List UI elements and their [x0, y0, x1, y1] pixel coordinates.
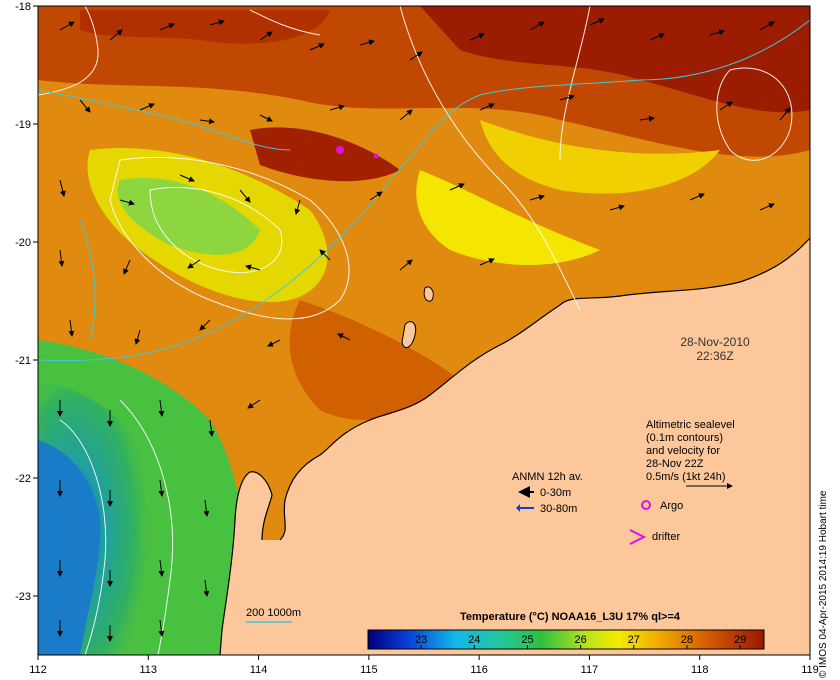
green-eddy	[117, 178, 260, 255]
colorbar-tick-label: 27	[628, 634, 640, 646]
altimetry-line: 28-Nov 22Z	[646, 458, 704, 470]
anmn-title: ANMN 12h av.	[512, 471, 583, 483]
x-axis: 112 113 114 115 116 117 118 119	[29, 655, 819, 676]
y-tick-label: -23	[15, 591, 31, 603]
anmn-legend: ANMN 12h av. 0-30m 30-80m	[512, 471, 583, 515]
y-axis: -18 -19 -20 -21 -22 -23	[15, 1, 38, 603]
colorbar-tick-label: 26	[574, 634, 586, 646]
island	[401, 321, 417, 349]
velocity-arrows	[57, 18, 791, 642]
altimetry-line: and velocity for	[646, 445, 720, 457]
legend-label-0-30m: 0-30m	[540, 487, 571, 499]
drifter-label: drifter	[652, 531, 680, 543]
date-line-1: 28-Nov-2010	[680, 335, 750, 349]
bathymetry-label: 200 1000m	[246, 607, 301, 619]
colorbar-title: Temperature (°C) NOAA16_L3U 17% ql>=4	[460, 611, 681, 623]
drifter-icon	[629, 529, 647, 545]
x-tick-label: 118	[691, 664, 709, 676]
coastline	[219, 237, 810, 655]
colorbar-tick-label: 23	[415, 634, 427, 646]
x-tick-label: 116	[470, 664, 488, 676]
plot-frame	[37, 5, 811, 656]
map-field	[38, 6, 810, 655]
very-hot-region	[420, 6, 810, 113]
float-legend: Argo drifter	[629, 500, 683, 545]
altimetry-line: (0.1m contours)	[646, 432, 723, 444]
colorbar-tick-label: 28	[681, 634, 693, 646]
colorbar-ticks: 23 24 25 26 27 28 29	[415, 634, 746, 649]
hot-patch-center	[250, 127, 400, 182]
y-tick-label: -21	[15, 355, 31, 367]
colorbar-tick-label: 24	[468, 634, 480, 646]
x-tick-label: 112	[29, 664, 47, 676]
argo-float-marker	[336, 146, 344, 154]
argo-label: Argo	[660, 500, 683, 512]
altimetry-line: Altimetric sealevel	[646, 419, 735, 431]
bathymetry-contours	[37, 19, 811, 362]
y-tick-label: -18	[15, 1, 31, 13]
cold-core	[38, 440, 101, 655]
x-tick-label: 119	[801, 664, 819, 676]
y-tick-label: -20	[15, 237, 31, 249]
colorbar-tick-label: 25	[521, 634, 533, 646]
date-line-2: 22:36Z	[696, 349, 733, 363]
australia-land	[220, 238, 810, 655]
argo-icon	[641, 500, 651, 510]
yellow-band-2	[416, 170, 600, 265]
x-tick-label: 115	[360, 664, 378, 676]
colorbar: Temperature (°C) NOAA16_L3U 17% ql>=4 23…	[367, 611, 765, 650]
colorbar-ramp	[367, 629, 765, 650]
credit-text: © IMOS 04-Apr-2015 2014:19 Hobart time	[818, 490, 829, 678]
colorbar-tick-label: 29	[734, 634, 746, 646]
y-tick-label: -19	[15, 119, 31, 131]
x-tick-label: 113	[140, 664, 158, 676]
x-tick-label: 117	[581, 664, 599, 676]
yellow-band-1	[480, 120, 720, 194]
orange-coastal	[289, 300, 460, 420]
bathymetry-legend: 200 1000m	[246, 607, 301, 623]
legend-label-30-80m: 30-80m	[540, 503, 577, 515]
altimetry-line: 0.5m/s (1kt 24h)	[646, 471, 725, 483]
x-tick-label: 114	[250, 664, 268, 676]
argo-float-marker	[373, 153, 379, 159]
y-tick-label: -22	[15, 473, 31, 485]
altimetry-note: Altimetric sealevel (0.1m contours) and …	[646, 419, 735, 489]
island	[423, 286, 434, 302]
